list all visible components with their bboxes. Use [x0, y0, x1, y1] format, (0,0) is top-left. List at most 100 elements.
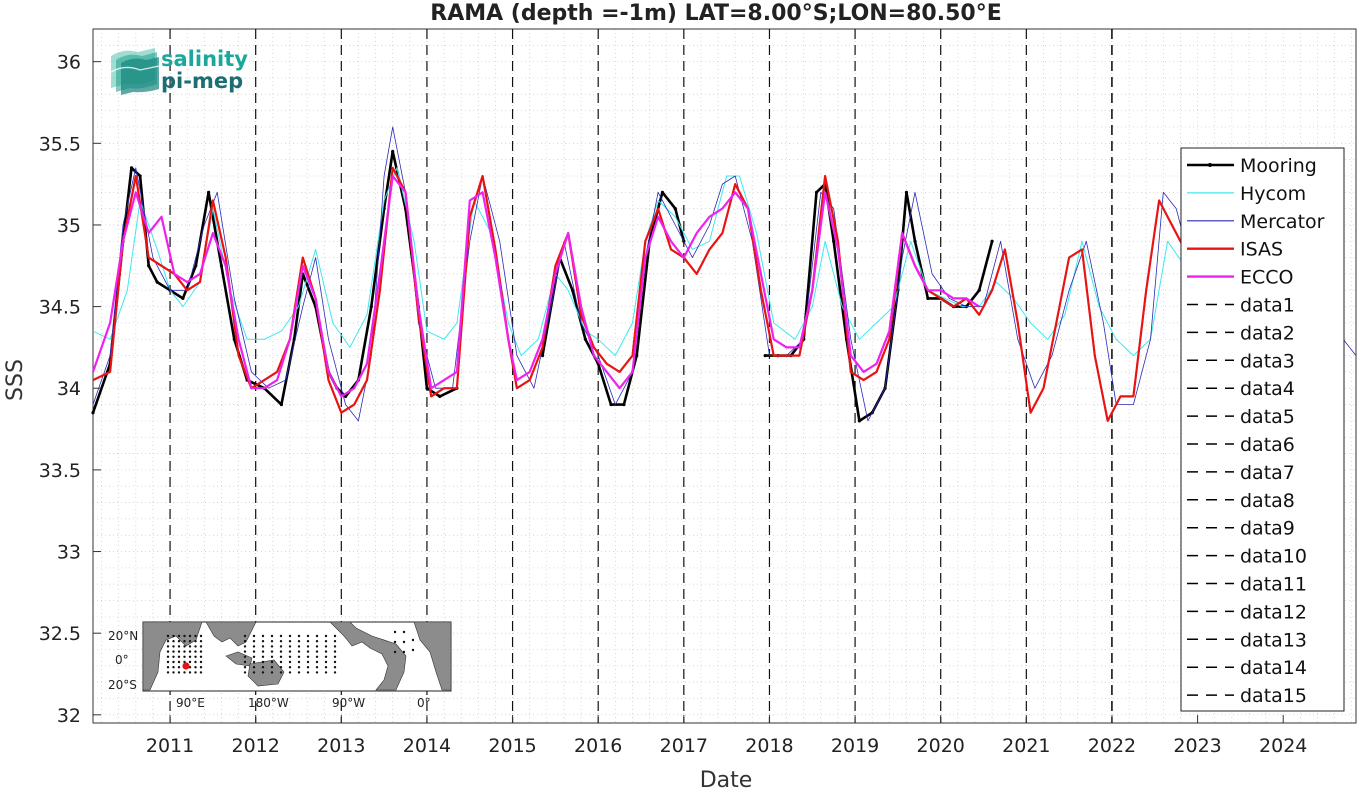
array-dot [288, 650, 292, 653]
y-tick-label: 36 [57, 52, 81, 74]
array-dot [188, 655, 192, 658]
map-lat-label-20s: 20°S [108, 678, 137, 692]
array-dot [243, 650, 247, 653]
map-lat-label-20n: 20°N [108, 629, 138, 643]
array-dot [199, 666, 203, 669]
legend-item-isas: ISAS [1187, 239, 1283, 261]
array-dot [183, 645, 186, 648]
point-mooring [206, 190, 211, 194]
array-dot [177, 671, 181, 674]
array-dot [188, 671, 192, 674]
point-mooring [763, 353, 767, 358]
series-line-ecco-6 [91, 174, 980, 398]
array-dot [194, 666, 197, 669]
array-dot [279, 666, 283, 669]
array-dot [288, 655, 292, 658]
array-dot [252, 634, 256, 638]
point-mooring [425, 386, 429, 390]
array-dot [402, 630, 406, 634]
array-dot [411, 638, 415, 642]
legend-label: data5 [1240, 406, 1295, 428]
array-dot [252, 666, 256, 669]
point-mooring [219, 264, 224, 268]
array-dot [279, 640, 283, 643]
point-mooring [832, 239, 836, 243]
legend-label: data6 [1240, 434, 1295, 456]
array-dot [188, 645, 192, 648]
array-dot [177, 650, 181, 653]
array-dot [270, 640, 274, 643]
legend-label: data13 [1240, 629, 1307, 651]
array-dot [306, 660, 310, 664]
array-dot [270, 645, 274, 648]
array-dot [279, 645, 283, 648]
legend-label: ISAS [1240, 239, 1283, 261]
legend: Mooring Hycom Mercator ISAS ECCO data1 data2 da… [1180, 147, 1345, 712]
data-vertical-lines [169, 29, 1113, 723]
array-dot [243, 671, 247, 674]
map-land [142, 621, 452, 691]
array-dot [252, 640, 256, 643]
array-dot [177, 640, 181, 643]
salinity-pi-mep-logo: salinity pi-mep [110, 47, 248, 95]
array-dot [306, 634, 310, 638]
array-dot [172, 650, 175, 653]
array-dot [261, 655, 265, 658]
array-dot [188, 660, 192, 664]
array-dot [324, 660, 328, 664]
array-dot [297, 645, 301, 648]
array-dot [199, 634, 203, 638]
point-mooring [194, 264, 198, 268]
array-dot [188, 650, 192, 653]
point-mooring [438, 394, 442, 399]
point-mooring [344, 394, 348, 399]
legend-item-ecco: ECCO [1187, 267, 1294, 289]
array-dot [297, 666, 301, 669]
chart-grid [93, 29, 1356, 723]
array-dot [194, 671, 197, 674]
array-dot [166, 634, 170, 638]
y-axis-label: SSS [3, 359, 28, 401]
point-mooring [926, 296, 930, 301]
array-dot [194, 645, 197, 648]
array-dot [261, 640, 265, 643]
point-mooring [129, 166, 134, 170]
array-dot [194, 655, 197, 658]
point-mooring [904, 190, 909, 194]
array-dot [297, 671, 301, 674]
array-dot [315, 634, 319, 638]
x-tick-label: 2011 [146, 735, 194, 757]
legend-label: data9 [1240, 518, 1295, 540]
array-dot [252, 655, 256, 658]
legend-item-hycom: Hycom [1187, 183, 1306, 205]
legend-item-data1: data1 [1187, 295, 1295, 317]
array-dot [306, 645, 310, 648]
array-dot [306, 666, 310, 669]
point-mooring [147, 264, 151, 268]
logo-text-salinity: salinity [161, 47, 248, 71]
array-dot [270, 655, 274, 658]
legend-item-data11: data11 [1187, 574, 1307, 596]
array-dot [270, 666, 274, 669]
legend-marker [1208, 163, 1212, 167]
array-dot [279, 634, 283, 638]
array-dot [166, 666, 170, 669]
array-dot [252, 650, 256, 653]
array-dot [306, 655, 310, 658]
point-mooring [814, 190, 819, 194]
legend-item-data4: data4 [1187, 378, 1295, 400]
point-mooring [990, 239, 994, 243]
x-tick-label: 2022 [1088, 735, 1136, 757]
legend-item-mercator: Mercator [1187, 211, 1325, 233]
map-lon-label-90e: 90°E [176, 696, 205, 710]
array-dot [166, 655, 170, 658]
point-mooring [857, 419, 861, 423]
legend-label: Mooring [1240, 155, 1317, 177]
legend-label: Hycom [1240, 183, 1306, 205]
array-dot [333, 666, 337, 669]
array-dot [172, 660, 175, 664]
array-dot [172, 640, 175, 643]
array-dot [402, 640, 406, 644]
legend-label: data14 [1240, 657, 1307, 679]
legend-item-data10: data10 [1187, 546, 1307, 568]
